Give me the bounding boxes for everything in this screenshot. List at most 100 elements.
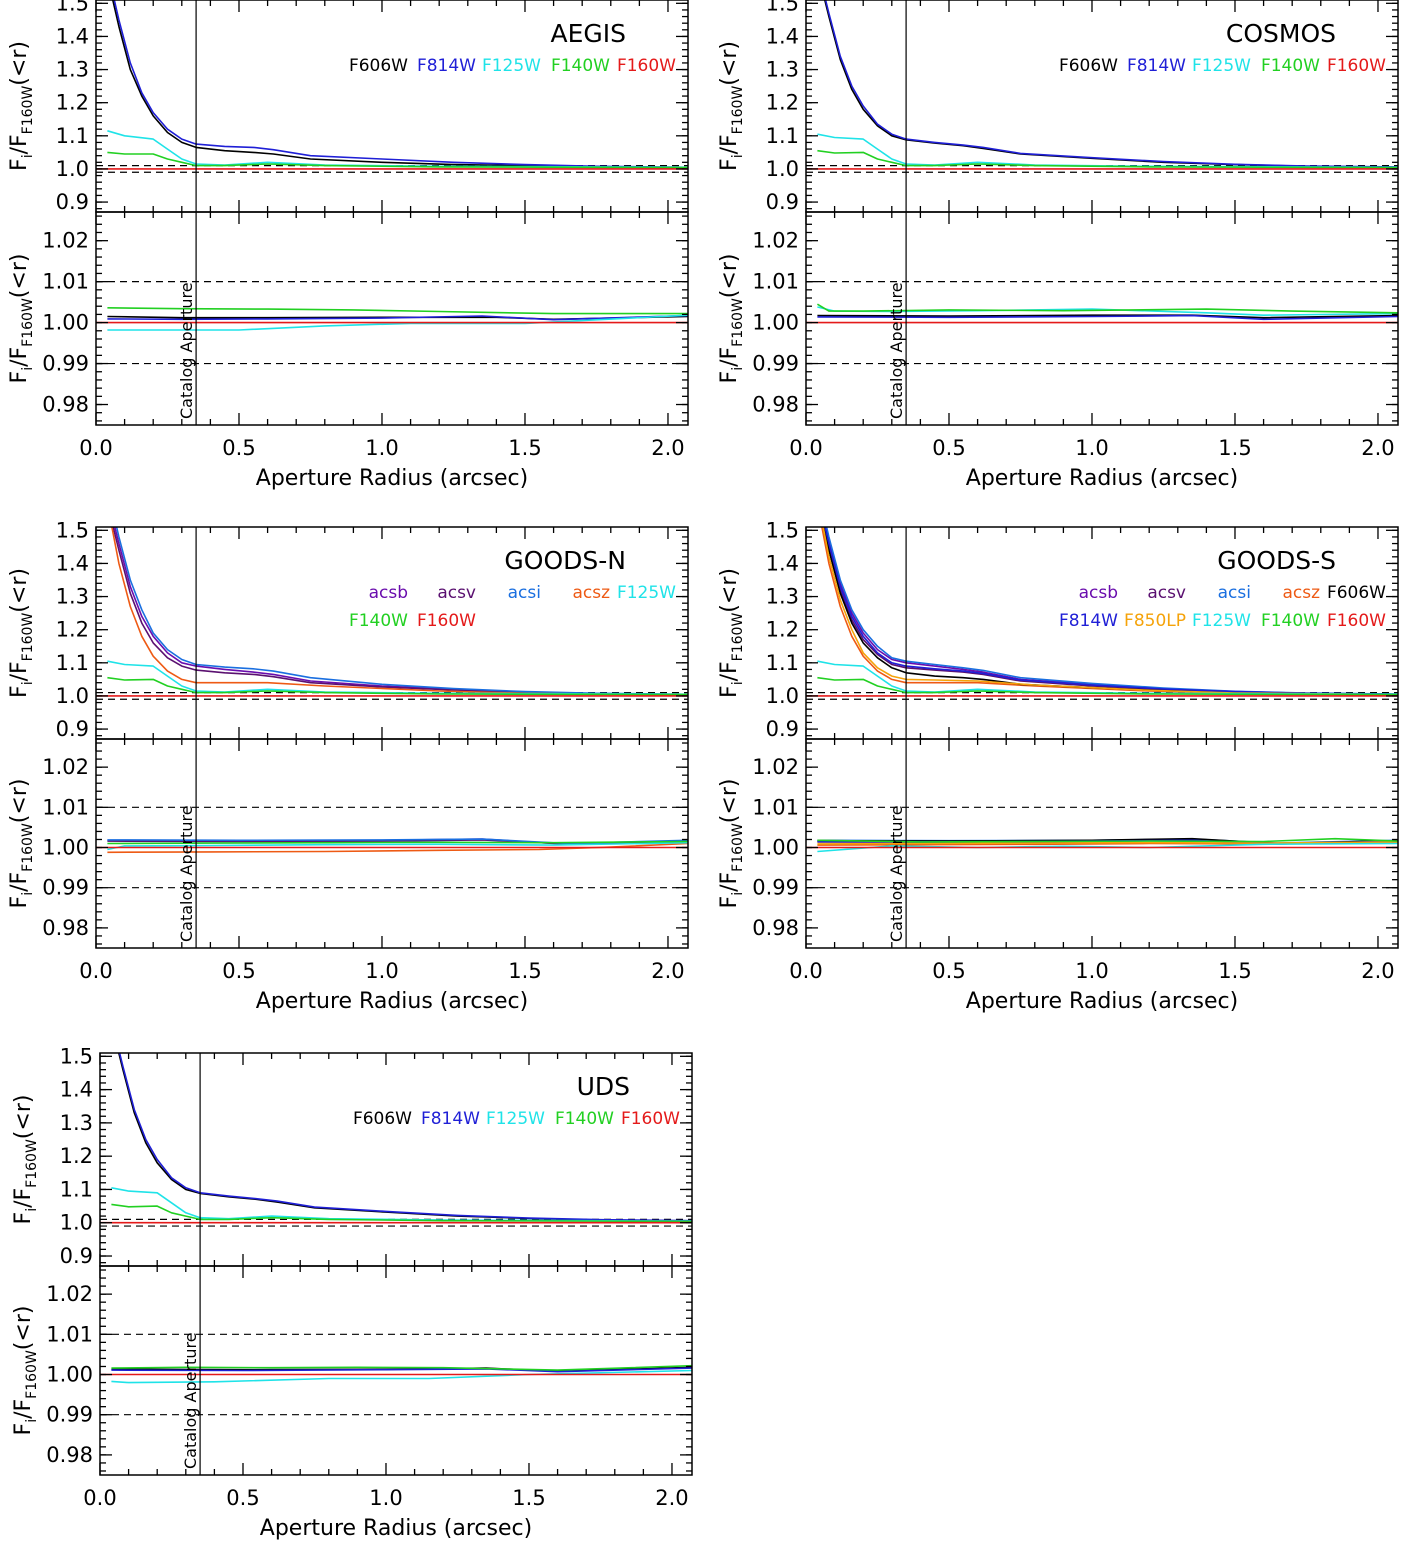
legend-item-f125w: F125W: [1192, 56, 1251, 76]
y-axis-label-tail: (<r): [717, 568, 742, 613]
y-axis-label-den-sub: F160W: [730, 823, 746, 872]
x-tick-label: 2.0: [651, 959, 684, 983]
y-tick-label: 1.5: [56, 0, 89, 15]
y-axis-label-main: F: [717, 158, 742, 171]
catalog-aperture-label: Catalog Aperture: [177, 805, 196, 942]
top-panel: 0.91.01.11.21.31.41.5Fi/FF160W(<r): [7, 518, 689, 741]
y-axis-label: Fi/FF160W(<r): [717, 779, 746, 909]
y-axis-label-slash: /F: [7, 134, 32, 154]
x-axis-label: Aperture Radius (arcsec): [256, 989, 528, 1014]
x-tick-label: 1.5: [508, 436, 541, 460]
y-axis-label: Fi/FF160W(<r): [717, 41, 746, 171]
y-tick-label: 1.3: [766, 585, 799, 609]
bottom-series: [806, 303, 1398, 324]
x-tick-label: 0.5: [932, 436, 965, 460]
field-label: AEGIS: [550, 19, 626, 48]
y-tick-label: 0.9: [56, 717, 89, 741]
x-tick-label: 2.0: [655, 1486, 688, 1510]
x-tick-label: 0.0: [789, 959, 822, 983]
y-axis-label-num-sub: i: [730, 367, 746, 371]
y-tick-label: 1.02: [42, 229, 89, 253]
legend-item-acsz: acsz: [572, 583, 610, 603]
y-tick-label: 0.9: [766, 190, 799, 214]
bottom-panel-frame: [99, 1265, 693, 1476]
y-axis-label-slash: /F: [7, 347, 32, 367]
y-tick-label: 1.3: [60, 1111, 93, 1135]
y-axis-label: Fi/FF160W(<r): [11, 1095, 40, 1225]
y-tick-label: 1.4: [56, 24, 89, 48]
y-tick-label: 1.2: [56, 618, 89, 642]
legend-item-acsz: acsz: [1282, 583, 1320, 603]
legend-item-f125w: F125W: [617, 583, 676, 603]
y-axis-label: Fi/FF160W(<r): [717, 254, 746, 384]
legend-item-f814w: F814W: [1127, 56, 1186, 76]
y-axis-label: Fi/FF160W(<r): [717, 568, 746, 698]
y-tick-label: 1.01: [42, 795, 89, 819]
top-panel: 0.91.01.11.21.31.41.5Fi/FF160W(<r): [717, 518, 1399, 741]
y-tick-label: 1.1: [60, 1177, 93, 1201]
x-axis-label: Aperture Radius (arcsec): [260, 1516, 532, 1541]
y-axis-label-slash: /F: [7, 661, 32, 681]
legend-item-f140w: F140W: [1261, 56, 1320, 76]
y-axis-label-main: F: [717, 685, 742, 698]
catalog-aperture-label: Catalog Aperture: [177, 282, 196, 419]
y-tick-label: 0.98: [752, 393, 799, 417]
x-tick-label: 0.5: [226, 1486, 259, 1510]
top-panel: 0.91.01.11.21.31.41.5Fi/FF160W(<r): [7, 0, 689, 214]
legend-item-f606w: F606W: [1059, 56, 1118, 76]
y-axis-label-num-sub: i: [730, 681, 746, 685]
y-tick-label: 1.5: [60, 1044, 93, 1068]
y-axis-label-slash: /F: [11, 1188, 36, 1208]
legend-item-f606w: F606W: [349, 56, 408, 76]
y-tick-label: 1.1: [56, 651, 89, 675]
legend-item-f160w: F160W: [1327, 611, 1386, 631]
series-f140w-bottom: [107, 840, 688, 845]
bottom-series: [96, 838, 688, 854]
y-axis-label-den-sub: F160W: [20, 298, 36, 347]
legend-item-f814w: F814W: [417, 56, 476, 76]
series-f140w-bottom: [107, 307, 688, 315]
bottom-series: [96, 307, 688, 331]
field-label: UDS: [577, 1072, 630, 1101]
y-tick-label: 1.1: [56, 124, 89, 148]
series-f814w-top: [113, 0, 688, 169]
series-f125w-top: [107, 130, 688, 169]
y-tick-label: 1.01: [752, 795, 799, 819]
y-axis-label-slash: /F: [7, 872, 32, 892]
y-tick-label: 1.0: [766, 157, 799, 181]
x-axis-label: Aperture Radius (arcsec): [256, 466, 528, 491]
series-f814w-bottom: [111, 1367, 692, 1373]
y-axis-label-den-sub: F160W: [730, 298, 746, 347]
field-label: COSMOS: [1226, 19, 1336, 48]
x-tick-label: 1.5: [512, 1486, 545, 1510]
legend-item-f814w: F814W: [421, 1109, 480, 1129]
top-panel: 0.91.01.11.21.31.41.5Fi/FF160W(<r): [11, 1044, 693, 1268]
series-acsz-top: [111, 527, 688, 696]
legend-item-f140w: F140W: [1261, 611, 1320, 631]
y-tick-label: 1.01: [752, 270, 799, 294]
legend-item-acsv: acsv: [1147, 583, 1186, 603]
y-axis-label-tail: (<r): [717, 779, 742, 824]
y-tick-label: 1.4: [60, 1078, 93, 1102]
y-tick-label: 1.0: [766, 684, 799, 708]
y-axis-label: Fi/FF160W(<r): [7, 41, 36, 171]
series-f814w-top: [118, 1053, 692, 1222]
bottom-panel-frame: [805, 211, 1399, 426]
legend-item-f125w: F125W: [486, 1109, 545, 1129]
series-acsi-top: [115, 527, 688, 696]
x-tick-label: 1.0: [365, 436, 398, 460]
x-tick-label: 1.5: [508, 959, 541, 983]
y-axis-label-main: F: [717, 371, 742, 384]
bottom-series: [100, 1364, 692, 1384]
y-tick-label: 1.1: [766, 124, 799, 148]
y-axis-label-slash: /F: [717, 872, 742, 892]
y-axis-label-den-sub: F160W: [730, 613, 746, 662]
series-f140w-bottom: [817, 837, 1398, 843]
y-tick-label: 0.9: [766, 717, 799, 741]
chart-cosmos: 0.91.01.11.21.31.41.5Fi/FF160W(<r)0.980.…: [717, 0, 1399, 491]
legend-item-f125w: F125W: [482, 56, 541, 76]
